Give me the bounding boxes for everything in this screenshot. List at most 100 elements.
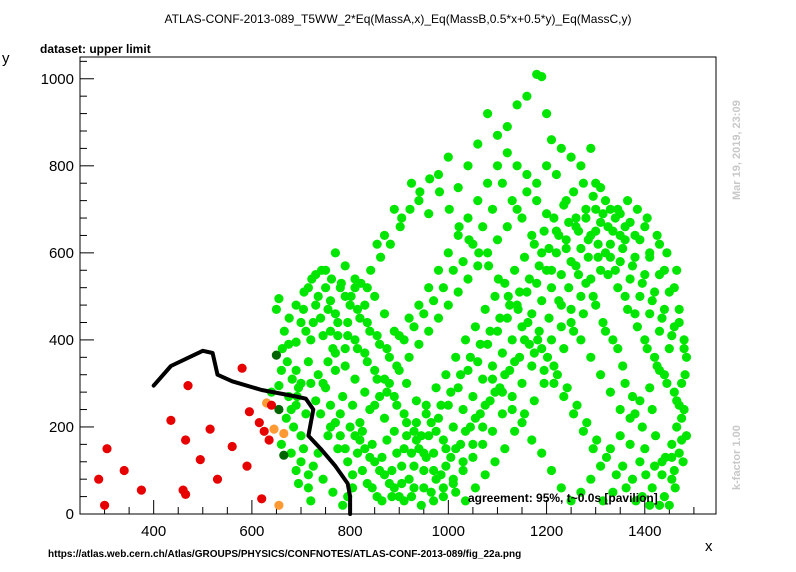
allowed-point: [620, 291, 630, 301]
allowed-point: [303, 470, 313, 480]
excluded-point: [244, 407, 254, 417]
allowed-point: [522, 91, 532, 101]
allowed-point: [357, 465, 367, 476]
allowed-point: [569, 187, 579, 197]
allowed-point: [605, 239, 616, 249]
allowed-point: [416, 431, 426, 441]
allowed-point: [323, 357, 333, 367]
allowed-point: [537, 248, 547, 258]
allowed-point: [282, 357, 292, 367]
allowed-point: [456, 439, 466, 449]
allowed-point: [650, 287, 660, 297]
allowed-point: [406, 178, 417, 188]
allowed-point: [549, 378, 559, 388]
allowed-point: [605, 252, 616, 262]
allowed-point: [414, 339, 424, 349]
allowed-point: [473, 357, 483, 367]
allowed-point: [527, 230, 537, 240]
allowed-point: [537, 296, 547, 306]
allowed-point: [293, 478, 304, 489]
allowed-point: [611, 470, 621, 480]
allowed-point: [451, 352, 461, 362]
allowed-point: [608, 226, 618, 236]
allowed-point: [529, 396, 539, 406]
excluded-point: [181, 435, 191, 445]
allowed-point: [441, 461, 451, 471]
allowed-point: [436, 400, 446, 410]
allowed-point: [679, 335, 689, 345]
source-url: https://atlas.web.cern.ch/Atlas/GROUPS/P…: [48, 549, 522, 560]
allowed-point: [279, 326, 289, 336]
excluded-point: [183, 381, 193, 391]
chart-title: ATLAS-CONF-2013-089_T5WW_2*Eq(MassA,x)_E…: [164, 12, 632, 26]
allowed-point: [517, 213, 527, 223]
allowed-point: [276, 365, 286, 375]
allowed-point: [645, 500, 655, 510]
allowed-point: [588, 444, 598, 454]
allowed-point: [483, 339, 493, 349]
allowed-point: [592, 435, 602, 445]
allowed-point: [298, 304, 309, 314]
allowed-point: [546, 465, 557, 476]
allowed-point: [566, 257, 576, 267]
allowed-point: [372, 492, 382, 502]
allowed-point: [271, 304, 281, 314]
allowed-point: [382, 435, 392, 445]
allowed-point: [593, 252, 603, 262]
allowed-point: [404, 313, 414, 323]
allowed-point: [559, 344, 569, 354]
allowed-point: [551, 248, 562, 258]
allowed-point: [336, 278, 346, 288]
allowed-point: [296, 378, 306, 388]
allowed-point: [586, 474, 596, 484]
allowed-point: [385, 239, 395, 249]
allowed-point: [465, 352, 475, 362]
allowed-point: [625, 439, 635, 449]
allowed-point: [405, 204, 415, 214]
allowed-point: [402, 418, 412, 428]
allowed-point: [559, 391, 569, 402]
allowed-point: [490, 457, 500, 467]
allowed-point: [662, 378, 672, 388]
allowed-point: [492, 130, 503, 140]
allowed-point: [618, 243, 628, 254]
allowed-point: [515, 352, 525, 362]
allowed-point: [537, 344, 547, 354]
allowed-point: [311, 396, 321, 406]
allowed-point: [444, 204, 454, 214]
allowed-point: [670, 483, 680, 493]
excluded-near-limit-point: [274, 500, 284, 510]
allowed-point: [411, 396, 421, 406]
allowed-point: [375, 339, 385, 349]
allowed-point: [556, 483, 566, 493]
allowed-point: [409, 483, 419, 493]
allowed-point: [465, 422, 475, 432]
allowed-point: [372, 239, 382, 249]
allowed-point: [387, 492, 397, 502]
allowed-point: [397, 461, 407, 471]
allowed-point: [667, 331, 677, 341]
allowed-point: [669, 465, 679, 476]
allowed-point: [362, 478, 372, 489]
allowed-point: [419, 465, 429, 476]
allowed-point: [325, 400, 336, 410]
allowed-point: [441, 444, 451, 454]
allowed-point: [372, 374, 382, 384]
allowed-point: [362, 357, 372, 367]
allowed-point: [382, 387, 392, 397]
allowed-point: [650, 461, 660, 471]
allowed-point: [448, 422, 458, 432]
allowed-point: [291, 337, 301, 347]
allowed-point: [657, 470, 667, 480]
allowed-point: [370, 291, 380, 301]
allowed-point: [669, 387, 679, 397]
allowed-point: [564, 217, 574, 227]
allowed-point: [502, 313, 512, 323]
x-tick-label: 1200: [530, 523, 563, 540]
allowed-point: [306, 496, 316, 506]
allowed-point: [642, 344, 652, 354]
allowed-point: [534, 326, 544, 336]
y-tick-label: 200: [49, 419, 74, 436]
allowed-point: [576, 335, 586, 345]
allowed-point: [424, 209, 434, 219]
